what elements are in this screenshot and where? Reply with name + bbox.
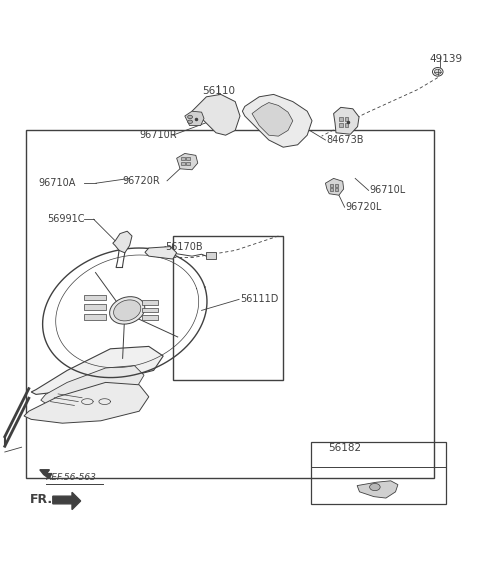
Bar <box>26 131 434 478</box>
Bar <box>186 157 190 160</box>
Text: 49139: 49139 <box>430 54 463 64</box>
Text: 56182: 56182 <box>328 443 361 453</box>
Bar <box>339 118 343 121</box>
Text: REF.56-563: REF.56-563 <box>46 473 96 482</box>
Bar <box>84 295 106 300</box>
Text: 96720L: 96720L <box>346 202 382 212</box>
Polygon shape <box>252 103 293 136</box>
Bar <box>84 314 106 320</box>
Polygon shape <box>24 382 149 423</box>
Bar <box>142 307 158 312</box>
Text: 56110: 56110 <box>202 86 235 96</box>
Polygon shape <box>40 470 52 478</box>
Polygon shape <box>177 153 198 170</box>
Bar <box>181 157 185 160</box>
Polygon shape <box>185 111 204 126</box>
Text: 96710A: 96710A <box>38 178 76 188</box>
Text: 96710L: 96710L <box>370 185 406 195</box>
Polygon shape <box>53 492 81 509</box>
Polygon shape <box>113 231 132 253</box>
Text: 56170B: 56170B <box>166 241 203 252</box>
Bar <box>142 315 158 320</box>
Polygon shape <box>192 94 240 135</box>
Text: 96710R: 96710R <box>139 130 177 140</box>
Ellipse shape <box>114 300 141 321</box>
Polygon shape <box>357 481 398 498</box>
Bar <box>335 183 338 186</box>
Text: 96720R: 96720R <box>122 176 160 186</box>
Polygon shape <box>41 366 144 405</box>
Bar <box>335 188 338 191</box>
Text: 84673B: 84673B <box>326 135 364 145</box>
Bar <box>345 118 348 121</box>
Bar <box>330 188 333 191</box>
Ellipse shape <box>188 115 192 119</box>
Bar <box>173 236 283 380</box>
Ellipse shape <box>370 483 380 491</box>
Bar <box>186 162 190 165</box>
Polygon shape <box>334 107 359 134</box>
Text: FR.: FR. <box>30 492 53 506</box>
Bar <box>345 123 348 127</box>
Bar <box>339 123 343 127</box>
Bar <box>142 300 158 305</box>
Text: 56111D: 56111D <box>240 294 278 304</box>
Polygon shape <box>242 94 312 147</box>
Text: 56991C: 56991C <box>47 214 84 224</box>
Bar <box>181 162 185 165</box>
Polygon shape <box>325 178 344 195</box>
Ellipse shape <box>188 120 192 123</box>
Bar <box>206 252 216 259</box>
Ellipse shape <box>432 68 443 76</box>
Bar <box>330 183 333 186</box>
Polygon shape <box>145 247 177 259</box>
Polygon shape <box>31 346 163 394</box>
Ellipse shape <box>434 69 441 74</box>
Bar <box>84 304 106 310</box>
Bar <box>311 442 446 504</box>
Ellipse shape <box>109 296 145 324</box>
